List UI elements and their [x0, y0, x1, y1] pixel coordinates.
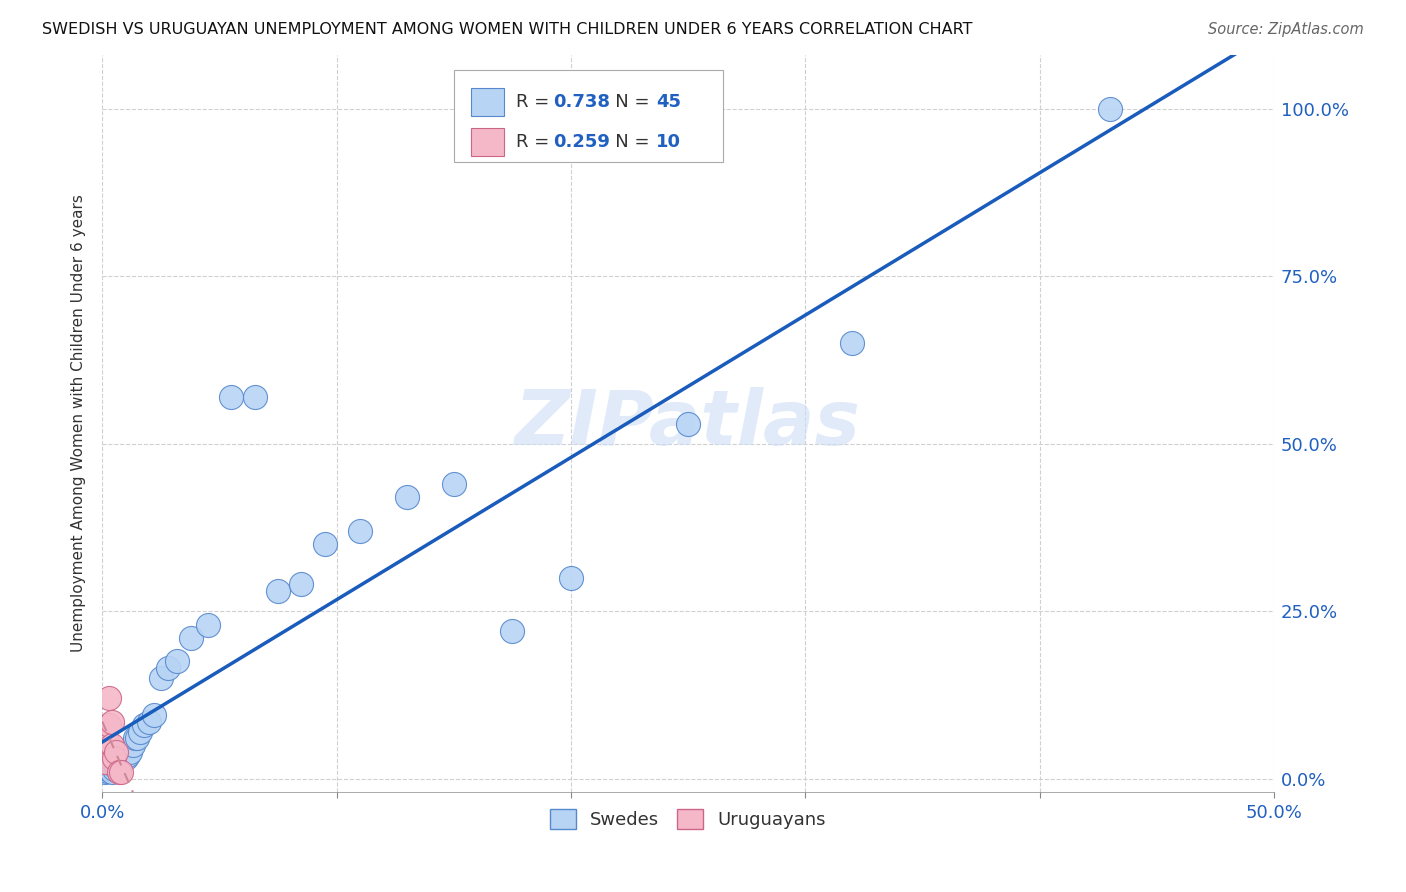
- Text: N =: N =: [598, 93, 655, 111]
- Point: [197, 617, 219, 632]
- Point: [114, 751, 136, 765]
- Point: [105, 759, 128, 773]
- Text: ZIPatlas: ZIPatlas: [515, 386, 860, 460]
- Point: [110, 755, 132, 769]
- Text: R =: R =: [516, 93, 555, 111]
- Point: [105, 756, 128, 771]
- Point: [98, 718, 121, 732]
- Point: [98, 759, 121, 773]
- Point: [138, 714, 160, 729]
- Point: [103, 755, 125, 769]
- Point: [105, 745, 128, 759]
- Point: [93, 764, 115, 779]
- Point: [100, 758, 122, 772]
- Point: [156, 661, 179, 675]
- Point: [443, 476, 465, 491]
- Point: [166, 654, 188, 668]
- Point: [96, 762, 118, 776]
- Text: 45: 45: [657, 93, 682, 111]
- Point: [100, 714, 122, 729]
- FancyBboxPatch shape: [471, 87, 505, 116]
- Legend: Swedes, Uruguayans: Swedes, Uruguayans: [543, 802, 832, 836]
- Point: [290, 577, 312, 591]
- Point: [98, 762, 121, 776]
- Point: [107, 764, 129, 779]
- Point: [100, 738, 122, 752]
- Point: [243, 390, 266, 404]
- Point: [142, 708, 165, 723]
- Point: [120, 745, 142, 759]
- Point: [103, 751, 125, 765]
- Point: [98, 691, 121, 706]
- Text: SWEDISH VS URUGUAYAN UNEMPLOYMENT AMONG WOMEN WITH CHILDREN UNDER 6 YEARS CORREL: SWEDISH VS URUGUAYAN UNEMPLOYMENT AMONG …: [42, 22, 973, 37]
- Point: [103, 762, 125, 776]
- Point: [117, 748, 139, 763]
- Point: [314, 537, 336, 551]
- Point: [107, 755, 129, 769]
- Point: [100, 764, 122, 779]
- Point: [676, 417, 699, 431]
- Point: [128, 724, 150, 739]
- Point: [841, 336, 863, 351]
- Point: [107, 758, 129, 772]
- Point: [134, 718, 156, 732]
- Point: [149, 671, 172, 685]
- Point: [103, 758, 125, 772]
- Point: [93, 755, 115, 769]
- Point: [112, 751, 135, 765]
- Point: [560, 571, 582, 585]
- Point: [100, 755, 122, 769]
- Point: [124, 731, 146, 746]
- Point: [219, 390, 242, 404]
- Text: R =: R =: [516, 133, 555, 151]
- Point: [121, 738, 143, 752]
- Point: [267, 584, 290, 599]
- Point: [96, 764, 118, 778]
- Text: 0.738: 0.738: [554, 93, 610, 111]
- Point: [395, 490, 418, 504]
- Text: N =: N =: [598, 133, 655, 151]
- Point: [501, 624, 523, 639]
- Point: [180, 631, 202, 645]
- FancyBboxPatch shape: [471, 128, 505, 156]
- Point: [96, 735, 118, 749]
- Text: 10: 10: [657, 133, 682, 151]
- Point: [349, 524, 371, 538]
- Point: [1098, 102, 1121, 116]
- Text: 0.259: 0.259: [554, 133, 610, 151]
- Point: [127, 731, 149, 746]
- FancyBboxPatch shape: [454, 70, 723, 162]
- Text: Source: ZipAtlas.com: Source: ZipAtlas.com: [1208, 22, 1364, 37]
- Y-axis label: Unemployment Among Women with Children Under 6 years: Unemployment Among Women with Children U…: [72, 194, 86, 652]
- Point: [110, 764, 132, 779]
